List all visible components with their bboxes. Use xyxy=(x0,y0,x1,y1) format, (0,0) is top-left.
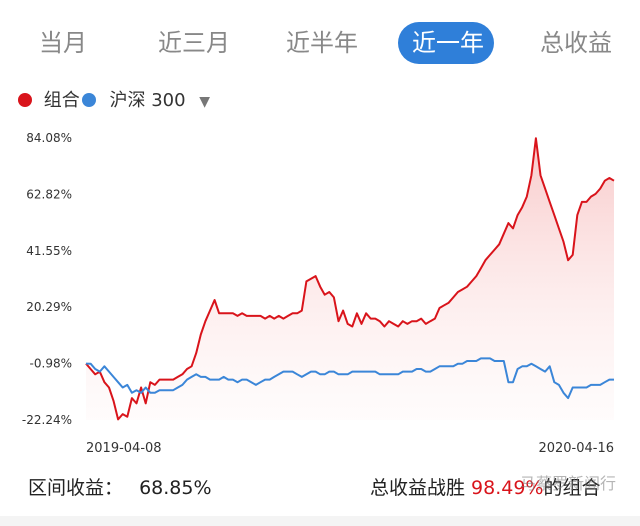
series-line-0 xyxy=(85,137,615,421)
watermark: 马蔡罗新闻行 xyxy=(520,474,617,493)
y-tick-label: 62.82% xyxy=(26,187,72,201)
tab-total-return[interactable]: 总收益 xyxy=(540,29,612,57)
chart-series xyxy=(85,137,615,421)
win-rate: 总收益战胜 98.49%的组合 xyxy=(370,474,600,502)
y-tick-label: 41.55% xyxy=(26,244,72,258)
y-tick-label: 20.29% xyxy=(26,300,72,314)
period-tabs: 当月 近三月 近半年 近一年 总收益 xyxy=(0,0,640,86)
legend-benchmark-label: 沪深 300 xyxy=(109,90,186,111)
series-area-0 xyxy=(86,138,614,420)
win-rate-value: 98.49% xyxy=(471,477,544,499)
portfolio-dot-icon xyxy=(18,93,32,107)
win-rate-suffix: 的组合 xyxy=(543,477,601,499)
tab-one-year[interactable]: 近一年 xyxy=(398,22,494,64)
y-tick-label: -22.24% xyxy=(22,413,72,427)
range-return: 区间收益： 68.85% xyxy=(28,474,212,502)
chart-legend[interactable]: 组合 沪深 300 ▼ xyxy=(18,88,210,114)
legend-portfolio-label: 组合 xyxy=(43,90,80,111)
range-return-value: 68.85% xyxy=(139,477,212,499)
tab-half-year[interactable]: 近半年 xyxy=(286,29,358,57)
bottom-divider xyxy=(0,516,640,526)
series-line-1 xyxy=(85,357,614,400)
tab-current-month[interactable]: 当月 xyxy=(39,29,87,57)
tab-three-months[interactable]: 近三月 xyxy=(158,29,230,57)
y-tick-label: -0.98% xyxy=(30,357,72,371)
range-return-label: 区间收益： xyxy=(28,477,124,499)
x-axis: 2019-04-08 2020-04-16 xyxy=(86,441,614,456)
return-chart[interactable]: 84.08% 62.82% 41.55% 20.29% -0.98% -22.24% 20… xyxy=(0,118,640,458)
y-tick-label: 84.08% xyxy=(26,131,72,145)
chevron-down-icon[interactable]: ▼ xyxy=(199,94,211,110)
x-tick-label: 2020-04-16 xyxy=(538,441,614,456)
win-rate-prefix: 总收益战胜 xyxy=(370,477,466,499)
y-axis: 84.08% 62.82% 41.55% 20.29% -0.98% -22.24% xyxy=(22,131,72,427)
benchmark-dot-icon xyxy=(81,93,96,107)
x-tick-label: 2019-04-08 xyxy=(86,441,162,456)
